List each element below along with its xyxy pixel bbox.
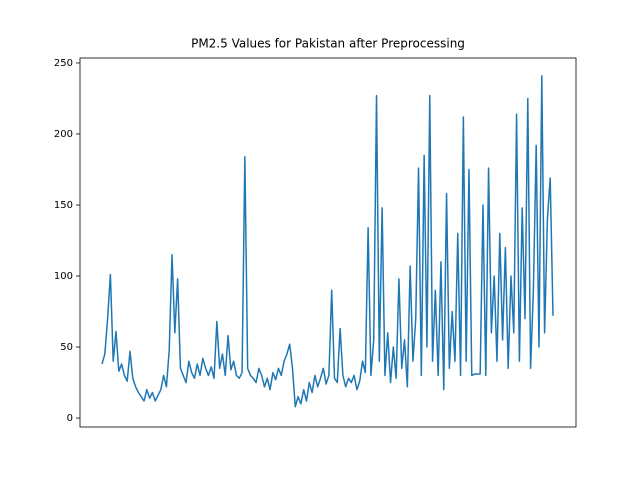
y-tick-label: 150 [54,200,73,211]
y-tick-label: 200 [54,129,73,140]
y-tick-label: 250 [54,58,73,69]
y-tick-label: 50 [60,342,73,353]
data-line [101,75,554,408]
axes-frame [79,57,577,428]
y-tick-label: 100 [54,271,73,282]
chart-title: PM2.5 Values for Pakistan after Preproce… [191,37,465,51]
y-tick-label: 0 [67,413,73,424]
